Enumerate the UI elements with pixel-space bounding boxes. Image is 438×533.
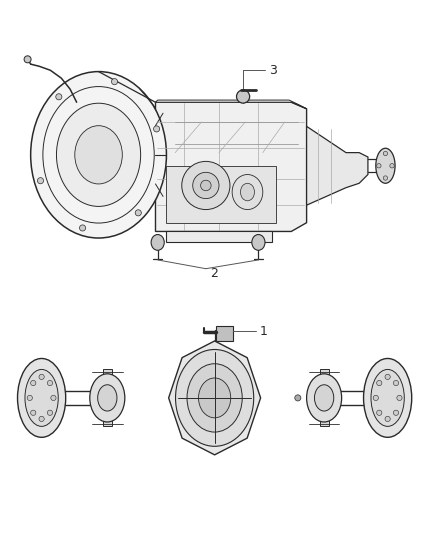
Ellipse shape (240, 183, 254, 201)
Ellipse shape (198, 378, 231, 418)
Ellipse shape (314, 385, 334, 411)
Ellipse shape (182, 161, 230, 209)
Circle shape (383, 151, 388, 156)
Polygon shape (155, 100, 307, 109)
Ellipse shape (364, 359, 412, 437)
Ellipse shape (151, 235, 164, 251)
Ellipse shape (193, 172, 219, 199)
Polygon shape (103, 369, 112, 426)
Circle shape (373, 395, 378, 400)
Text: 2: 2 (210, 268, 218, 280)
Ellipse shape (232, 174, 263, 209)
Circle shape (112, 78, 118, 85)
Circle shape (39, 416, 44, 422)
Text: 3: 3 (269, 64, 277, 77)
Ellipse shape (75, 126, 122, 184)
Ellipse shape (371, 369, 404, 426)
Circle shape (154, 126, 160, 132)
Circle shape (37, 177, 43, 184)
Circle shape (295, 395, 301, 401)
Circle shape (397, 395, 402, 400)
Ellipse shape (25, 369, 58, 426)
Ellipse shape (24, 56, 31, 63)
Ellipse shape (98, 385, 117, 411)
Ellipse shape (18, 359, 66, 437)
Circle shape (56, 94, 62, 100)
Text: 1: 1 (259, 325, 267, 338)
Circle shape (135, 210, 141, 216)
Ellipse shape (237, 90, 250, 103)
Polygon shape (307, 126, 368, 205)
Polygon shape (155, 102, 307, 231)
Circle shape (47, 381, 53, 386)
Circle shape (390, 164, 394, 168)
Polygon shape (166, 166, 276, 223)
Ellipse shape (252, 235, 265, 251)
Ellipse shape (176, 350, 254, 446)
Circle shape (383, 176, 388, 180)
Polygon shape (320, 369, 328, 426)
Circle shape (79, 225, 85, 231)
Ellipse shape (187, 364, 242, 432)
Ellipse shape (90, 374, 125, 422)
Ellipse shape (57, 103, 141, 206)
Circle shape (393, 410, 399, 415)
Polygon shape (169, 341, 261, 455)
Circle shape (377, 164, 381, 168)
Circle shape (377, 410, 382, 415)
FancyBboxPatch shape (216, 326, 233, 341)
Circle shape (39, 374, 44, 379)
Circle shape (47, 410, 53, 415)
Ellipse shape (376, 148, 395, 183)
Circle shape (393, 381, 399, 386)
Circle shape (31, 410, 36, 415)
Circle shape (385, 416, 390, 422)
Ellipse shape (201, 180, 211, 191)
Ellipse shape (31, 71, 166, 238)
Circle shape (27, 395, 32, 400)
Ellipse shape (307, 374, 342, 422)
Circle shape (385, 374, 390, 379)
Circle shape (377, 381, 382, 386)
Circle shape (31, 381, 36, 386)
Circle shape (51, 395, 56, 400)
Polygon shape (166, 231, 272, 243)
